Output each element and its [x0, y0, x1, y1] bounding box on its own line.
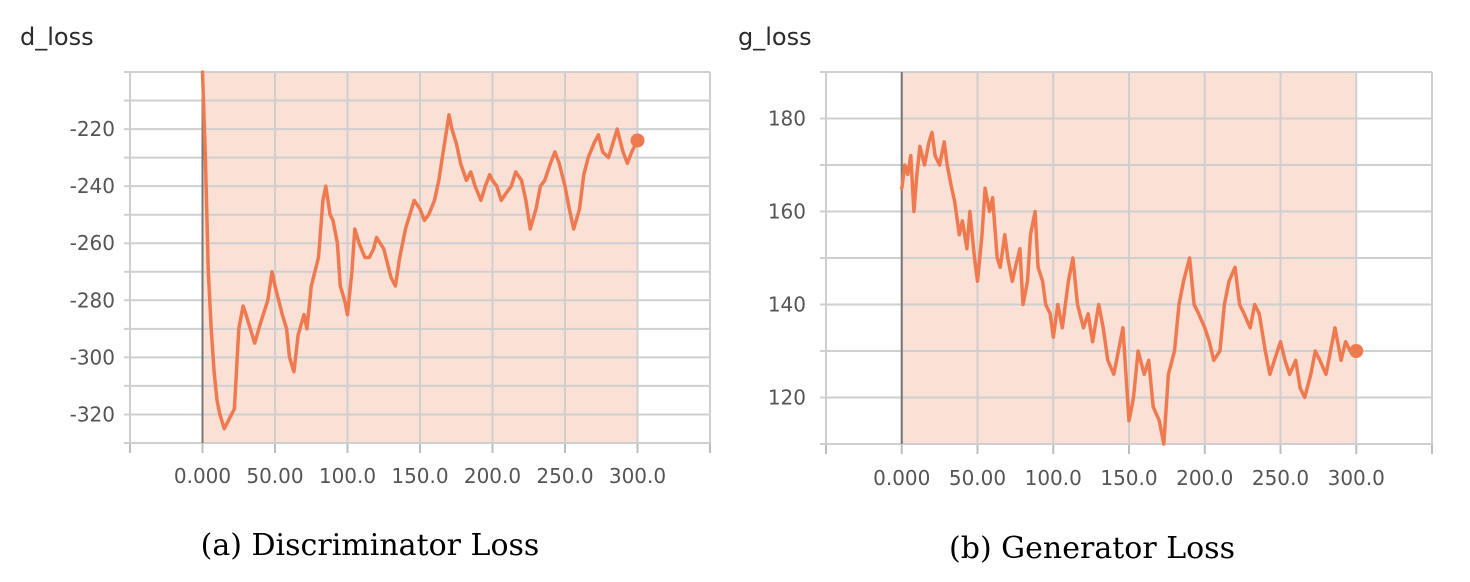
d-loss-ytick-label: -240 [70, 174, 115, 198]
g-loss-xtick-label: 200.0 [1176, 466, 1233, 490]
g-loss-ytick-label: 120 [768, 386, 806, 410]
d-loss-xtick-label: 0.000 [174, 464, 231, 488]
d-loss-ytick-label: -320 [70, 402, 115, 426]
d-loss-ytick-label: -260 [70, 231, 115, 255]
g-loss-caption: (b) Generator Loss [949, 531, 1235, 566]
d-loss-ytick-label: -300 [70, 345, 115, 369]
g-loss-ytick-label: 160 [768, 200, 806, 224]
g-loss-xtick-label: 150.0 [1100, 466, 1157, 490]
g-loss-xtick-label: 0.000 [873, 466, 930, 490]
g-loss-ytick-label: 140 [768, 293, 806, 317]
g-loss-last-point[interactable] [1349, 344, 1364, 358]
d-loss-panel: d_loss 0.000 50.00 100.0 150.0 200.0 250.0 300… [20, 23, 711, 563]
g-loss-xtick-label: 100.0 [1025, 466, 1082, 490]
d-loss-caption: (a) Discriminator Loss [201, 528, 540, 563]
d-loss-xtick-label: 200.0 [464, 464, 521, 488]
d-loss-ytick-label: -280 [70, 288, 115, 312]
d-loss-xtick-label: 100.0 [319, 464, 376, 488]
d-loss-title: d_loss [20, 23, 94, 51]
g-loss-xtick-label: 50.00 [949, 466, 1006, 490]
g-loss-title: g_loss [738, 23, 812, 51]
d-loss-last-point[interactable] [630, 133, 645, 148]
d-loss-xtick-label: 150.0 [391, 464, 448, 488]
d-loss-xtick-label: 300.0 [609, 464, 666, 488]
d-loss-xtick-label: 50.00 [246, 464, 303, 488]
g-loss-xtick-label: 250.0 [1252, 466, 1309, 490]
d-loss-xtick-label: 250.0 [536, 464, 593, 488]
g-loss-xtick-label: 300.0 [1328, 466, 1385, 490]
g-loss-ytick-label: 180 [768, 107, 806, 131]
g-loss-panel: g_loss 0.000 50.00 100.0 150.0 200.0 250.0 300… [738, 23, 1433, 566]
g-loss-series-line [900, 130, 1359, 446]
d-loss-series-line [200, 70, 640, 431]
d-loss-ytick-label: -220 [70, 117, 115, 141]
